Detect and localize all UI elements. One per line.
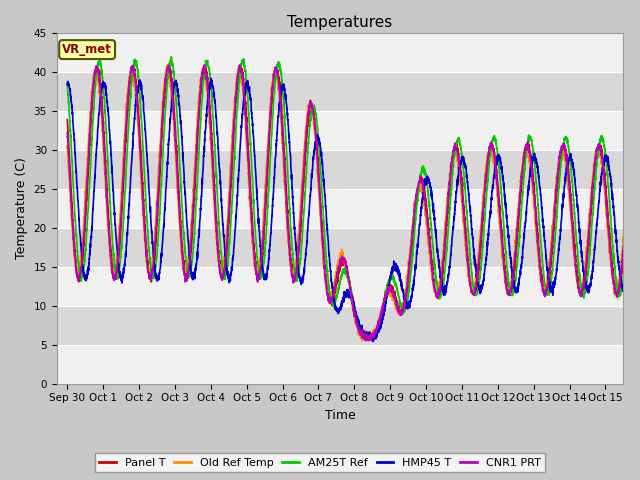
AM25T Ref <box>400 308 408 314</box>
X-axis label: Time: Time <box>324 409 355 422</box>
Title: Temperatures: Temperatures <box>287 15 392 30</box>
Old Ref Temp <box>219 268 227 274</box>
HMP45 T <box>369 338 377 344</box>
CNR1 PRT <box>219 275 227 280</box>
CNR1 PRT <box>400 301 408 307</box>
HMP45 T <box>410 283 417 288</box>
Line: Panel T: Panel T <box>67 64 623 341</box>
HMP45 T <box>207 76 215 82</box>
Line: AM25T Ref: AM25T Ref <box>67 57 623 339</box>
CNR1 PRT <box>620 249 627 255</box>
AM25T Ref <box>63 82 71 87</box>
AM25T Ref <box>364 336 372 342</box>
Line: HMP45 T: HMP45 T <box>67 79 623 341</box>
HMP45 T <box>620 286 627 292</box>
Bar <box>56 306 623 345</box>
AM25T Ref <box>183 265 191 271</box>
Old Ref Temp <box>400 299 408 305</box>
Old Ref Temp <box>620 239 627 245</box>
AM25T Ref <box>620 275 627 281</box>
Text: VR_met: VR_met <box>62 43 112 56</box>
Old Ref Temp <box>236 62 244 68</box>
HMP45 T <box>400 292 408 298</box>
Bar <box>56 189 623 228</box>
Panel T <box>620 254 627 260</box>
HMP45 T <box>219 222 227 228</box>
Panel T <box>183 274 191 280</box>
AM25T Ref <box>567 162 575 168</box>
Old Ref Temp <box>364 338 372 344</box>
AM25T Ref <box>219 265 227 271</box>
Line: CNR1 PRT: CNR1 PRT <box>67 65 623 341</box>
Legend: Panel T, Old Ref Temp, AM25T Ref, HMP45 T, CNR1 PRT: Panel T, Old Ref Temp, AM25T Ref, HMP45 … <box>95 453 545 472</box>
Panel T <box>368 338 376 344</box>
Old Ref Temp <box>410 216 417 222</box>
Old Ref Temp <box>63 144 71 149</box>
Bar <box>56 72 623 110</box>
Bar <box>56 266 623 306</box>
CNR1 PRT <box>63 130 71 135</box>
Old Ref Temp <box>567 212 575 217</box>
Panel T <box>567 193 575 199</box>
HMP45 T <box>63 82 71 87</box>
AM25T Ref <box>167 54 175 60</box>
Bar <box>56 345 623 384</box>
Y-axis label: Temperature (C): Temperature (C) <box>15 157 28 259</box>
CNR1 PRT <box>410 216 417 222</box>
CNR1 PRT <box>567 203 575 208</box>
Bar <box>56 33 623 72</box>
Old Ref Temp <box>182 270 190 276</box>
Bar <box>56 110 623 150</box>
CNR1 PRT <box>620 244 627 250</box>
AM25T Ref <box>410 241 417 247</box>
CNR1 PRT <box>182 273 190 278</box>
HMP45 T <box>567 157 575 163</box>
Panel T <box>410 222 417 228</box>
Old Ref Temp <box>620 233 627 239</box>
Panel T <box>164 61 172 67</box>
Line: Old Ref Temp: Old Ref Temp <box>67 65 623 341</box>
Panel T <box>620 255 627 261</box>
CNR1 PRT <box>200 62 208 68</box>
CNR1 PRT <box>362 338 370 344</box>
AM25T Ref <box>620 272 627 278</box>
Bar <box>56 228 623 266</box>
Panel T <box>400 303 408 309</box>
Panel T <box>219 274 227 280</box>
Panel T <box>63 117 71 122</box>
HMP45 T <box>182 213 190 218</box>
Bar <box>56 150 623 189</box>
HMP45 T <box>620 287 627 292</box>
